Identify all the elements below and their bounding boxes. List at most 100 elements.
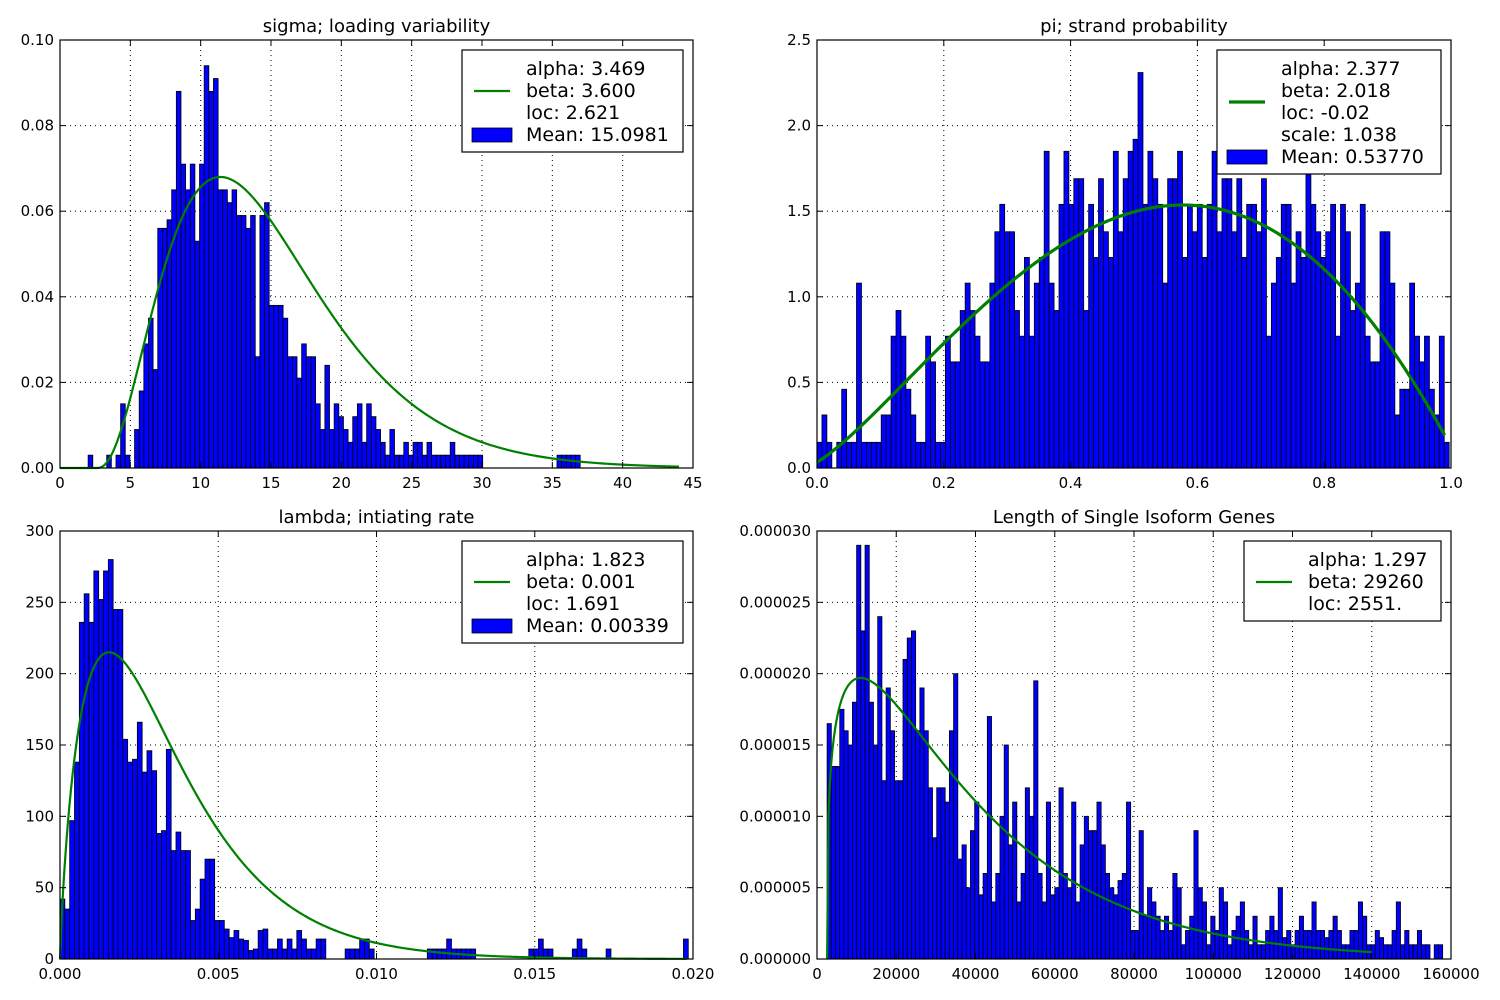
histogram-bar [359,938,365,960]
x-tick-label: 35 [543,474,562,492]
histogram-bar [175,90,182,469]
histogram-bar [1353,930,1359,960]
y-tick-label: 0.000000 [739,950,811,968]
histogram-bar [87,454,94,469]
histogram-bar [254,356,261,469]
histogram-bar [959,310,966,469]
histogram-bar [199,163,205,469]
histogram-bar [1093,257,1099,469]
histogram-bar [306,948,312,960]
legend-label: alpha: 2.377 [1281,58,1401,80]
histogram-bar [1088,830,1094,960]
legend-label: loc: 2551. [1308,593,1402,615]
histogram-bar [1038,257,1045,469]
histogram-bar [868,701,874,960]
histogram-bar [1210,915,1216,960]
histogram-bar [864,544,870,960]
histogram-bar [1429,388,1435,469]
histogram-bar [1100,844,1106,960]
histogram-bar [148,317,154,469]
histogram-bar [1151,901,1157,960]
histogram-bar [1349,310,1356,469]
histogram-bar [1020,873,1026,960]
histogram-bar [920,441,927,469]
histogram-bar [906,637,912,960]
histogram-bar [136,721,143,960]
histogram-bar [315,403,321,469]
histogram-bar [978,894,984,960]
histogram-bar [1379,231,1386,469]
histogram-bar [1142,203,1149,469]
histogram-bar [1282,937,1288,960]
panel-title: Length of Single Isoform Genes [993,507,1275,528]
histogram-bar [245,227,252,469]
histogram-bar [1045,801,1051,960]
histogram-bar [1201,257,1208,469]
histogram-bar [459,454,465,469]
histogram-bar [165,748,172,960]
histogram-bar [1162,282,1169,469]
histogram-bar [272,948,278,960]
histogram-bar [180,850,187,960]
x-tick-label: 160000 [1422,965,1479,983]
histogram-bar [454,454,460,469]
histogram-bar [1340,203,1346,469]
y-tick-label: 200 [25,665,54,683]
histogram-bar [107,559,114,960]
histogram-bar [233,930,240,960]
legend-label: scale: 1.038 [1281,124,1397,146]
histogram-bar [1033,680,1039,960]
histogram-bar [1330,203,1336,469]
histogram-bar [310,948,317,960]
y-tick-label: 0.04 [21,288,54,306]
histogram-bar [445,454,451,469]
histogram-bar [354,948,361,960]
histogram-bar [347,441,354,469]
histogram-bar [1024,787,1030,960]
y-tick-label: 300 [25,522,54,540]
legend-label: alpha: 1.297 [1308,549,1428,571]
legend-label: loc: 1.691 [526,593,620,615]
histogram-bar [219,920,225,960]
histogram-bar [138,390,145,469]
y-tick-label: 0.06 [21,202,54,220]
histogram-bar [1241,257,1248,469]
histogram-bar [561,454,567,469]
histogram-bar [1244,930,1250,960]
histogram-bar [835,766,841,960]
histogram-bar [852,701,858,960]
histogram-bar [1062,873,1068,960]
fit-curve [826,676,1372,960]
histogram-bar [816,441,823,469]
x-tick-label: 40000 [952,965,1000,983]
histogram-bar [1096,801,1102,960]
histogram-bar [1320,257,1327,469]
histogram-bar [74,761,80,960]
histogram-bar [1216,231,1223,469]
histogram-bar [1180,944,1186,960]
histogram-bar [830,766,836,960]
histogram-bar [203,65,210,469]
histogram-bar [986,716,992,960]
histogram-bar [1231,930,1237,960]
histogram-bar [1345,231,1351,469]
histogram-bar [226,202,233,469]
histogram-bar [948,730,954,960]
x-tick-label: 5 [126,474,136,492]
legend-label: beta: 29260 [1308,571,1424,593]
histogram-bar [1122,178,1129,469]
histogram-bar [940,441,946,469]
histogram-bar [127,761,133,960]
histogram-bar [268,304,275,469]
histogram-bar [1400,944,1406,960]
histogram-bar [291,356,298,469]
histogram-bar [1024,257,1030,469]
histogram-bar [333,403,340,469]
histogram-bar [1029,815,1035,960]
histogram-bar [117,609,124,960]
histogram-bar [1438,335,1445,469]
histogram-bar [398,454,405,469]
histogram-bar [1404,930,1410,960]
